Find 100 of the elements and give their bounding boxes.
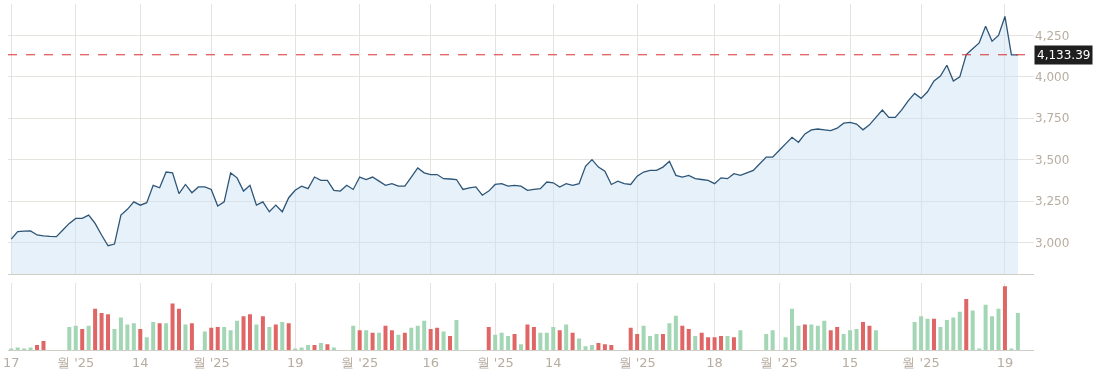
bar (222, 327, 227, 350)
bar (286, 323, 291, 350)
bar (1015, 313, 1020, 350)
bar (80, 329, 85, 350)
bar (441, 331, 446, 350)
bar (712, 337, 717, 350)
x-tick-label: 월 '25 (341, 354, 379, 370)
bar (964, 299, 969, 350)
bar (596, 343, 601, 350)
bar (247, 314, 252, 350)
bar (725, 336, 730, 350)
bar (854, 329, 859, 350)
bar (783, 337, 788, 350)
bar (822, 320, 827, 350)
bar (538, 332, 543, 350)
bar (448, 336, 453, 350)
bar (235, 320, 240, 350)
bar (602, 344, 607, 350)
bar (189, 323, 194, 350)
bar (183, 324, 188, 350)
bar (809, 324, 814, 350)
bar (628, 327, 633, 350)
bar (589, 344, 594, 350)
bar (428, 329, 433, 350)
bar (499, 332, 504, 350)
bar (99, 313, 104, 350)
bar (506, 336, 511, 350)
bar (318, 343, 323, 350)
bar (519, 344, 523, 350)
bar (531, 327, 536, 350)
x-tick-label: 19 (996, 354, 1014, 370)
bar (557, 330, 562, 350)
x-tick-label: 14 (132, 354, 149, 370)
y-tick-label: 4,000 (1035, 70, 1070, 85)
bar (241, 316, 246, 350)
bar (796, 325, 801, 350)
bar (938, 327, 943, 350)
bar (112, 329, 117, 350)
y-tick-label: 3,500 (1035, 152, 1070, 167)
bar (641, 325, 646, 350)
y-tick-label: 3,000 (1035, 235, 1070, 250)
bar (228, 330, 233, 350)
x-tick-label: 15 (841, 354, 859, 370)
bar (157, 323, 162, 350)
bar (635, 334, 640, 350)
bar (73, 325, 78, 350)
bar (383, 325, 388, 350)
ref-line-label: 4,133.39 (1037, 48, 1091, 62)
bar (41, 341, 46, 350)
bar (306, 344, 311, 350)
bar (577, 338, 582, 350)
y-tick-label: 3,750 (1035, 111, 1070, 126)
bar (215, 327, 220, 350)
bar (364, 330, 369, 350)
bar (848, 330, 853, 350)
bar (867, 325, 872, 350)
bar (402, 332, 407, 350)
x-tick-label: 14 (544, 354, 562, 370)
bar (170, 303, 175, 350)
bar (951, 317, 956, 350)
bar (912, 321, 917, 350)
bar (648, 336, 653, 350)
bar (93, 308, 98, 350)
bar (209, 327, 214, 350)
bar (970, 310, 975, 350)
bar (493, 334, 498, 350)
bar (919, 316, 924, 350)
bar (273, 324, 278, 350)
bar (15, 347, 20, 350)
bar (151, 321, 156, 350)
bar (454, 320, 459, 350)
x-tick-label: 월 '25 (57, 354, 95, 370)
bar (106, 314, 111, 350)
bar (267, 327, 272, 350)
bar (925, 318, 930, 350)
bar (944, 320, 949, 350)
bar (719, 336, 724, 350)
bar (131, 323, 136, 350)
bar (177, 308, 181, 350)
bar (861, 321, 865, 350)
bar (873, 330, 878, 350)
bar (570, 332, 575, 350)
bar (738, 330, 743, 350)
bar (835, 327, 840, 350)
bar (67, 327, 72, 350)
bar (357, 330, 362, 350)
x-tick-label: 월 '25 (902, 354, 940, 370)
x-tick-label: 16 (422, 354, 439, 370)
bar (377, 332, 382, 350)
x-tick-label: 월 '25 (476, 354, 514, 370)
bar (693, 336, 698, 350)
bar (1002, 286, 1007, 350)
bar (544, 332, 549, 350)
bar (299, 347, 304, 350)
bar (512, 334, 517, 350)
bar (731, 337, 736, 350)
bar (370, 332, 375, 350)
bar (144, 337, 149, 350)
bar (260, 316, 265, 350)
x-tick-label: 월 '25 (192, 354, 230, 370)
